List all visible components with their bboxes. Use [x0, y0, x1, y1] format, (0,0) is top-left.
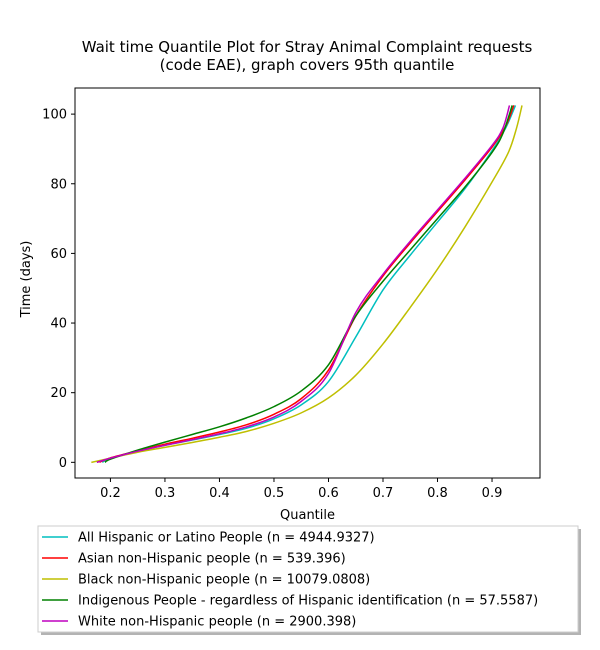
x-axis-label: Quantile: [280, 508, 335, 523]
plot-area-frame: [74, 87, 541, 479]
legend-box: [37, 525, 579, 633]
chart-subtitle: (code EAE), graph covers 95th quantile: [160, 56, 455, 74]
x-tick-label-0: 0.2: [100, 486, 121, 501]
legend-label-4: White non-Hispanic people (n = 2900.398): [78, 615, 356, 630]
series-line-3: [104, 105, 513, 463]
y-tick-label-2: 40: [50, 317, 67, 332]
series-line-2: [91, 105, 523, 464]
x-axis: 0.2 0.3 0.4 0.5 0.6 0.7 0.8 0.9: [100, 478, 502, 501]
legend-items: All Hispanic or Latino People (n = 4944.…: [42, 531, 538, 630]
legend-label-3: Indigenous People - regardless of Hispan…: [78, 594, 538, 609]
legend-label-2: Black non-Hispanic people (n = 10079.080…: [78, 573, 370, 588]
x-tick-label-5: 0.7: [373, 486, 394, 501]
y-axis-label: Time (days): [19, 241, 34, 319]
y-tick-label-3: 60: [50, 247, 67, 262]
series-layer: [91, 105, 523, 464]
y-tick-label-5: 100: [42, 108, 67, 123]
y-tick-label-0: 0: [59, 456, 67, 471]
x-tick-label-7: 0.9: [482, 486, 503, 501]
x-tick-label-1: 0.3: [155, 486, 176, 501]
series-line-1: [99, 105, 515, 464]
legend: All Hispanic or Latino People (n = 4944.…: [37, 525, 581, 635]
y-axis: 0 20 40 60 80 100: [42, 108, 75, 471]
y-tick-label-4: 80: [50, 177, 67, 192]
x-tick-label-2: 0.4: [209, 486, 230, 501]
x-tick-label-3: 0.5: [264, 486, 285, 501]
x-tick-label-4: 0.6: [318, 486, 339, 501]
y-tick-label-1: 20: [50, 386, 67, 401]
chart-title: Wait time Quantile Plot for Stray Animal…: [82, 38, 533, 56]
legend-label-0: All Hispanic or Latino People (n = 4944.…: [78, 531, 375, 546]
x-tick-label-6: 0.8: [427, 486, 448, 501]
legend-label-1: Asian non-Hispanic people (n = 539.396): [78, 552, 346, 567]
series-line-4: [96, 105, 511, 464]
